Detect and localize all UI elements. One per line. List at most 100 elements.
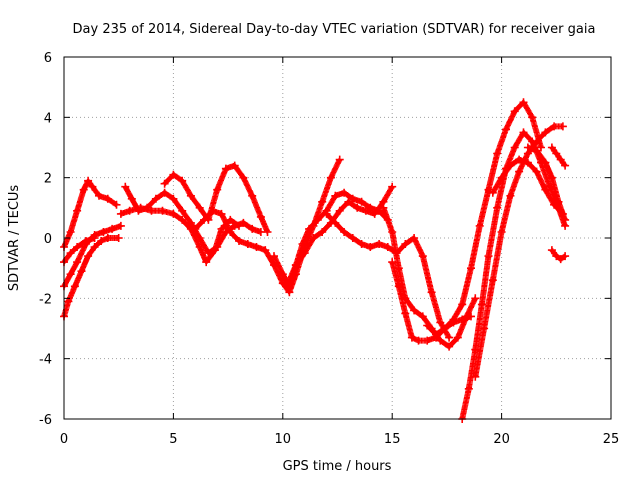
- data-point: [561, 215, 570, 224]
- data-point: [541, 158, 550, 167]
- data-point: [125, 206, 134, 215]
- data-point: [552, 252, 561, 261]
- data-point: [326, 173, 335, 182]
- data-point: [558, 122, 567, 131]
- data-point: [99, 228, 108, 236]
- data-point: [414, 336, 423, 345]
- x-tick-label: 20: [493, 432, 510, 447]
- data-point: [475, 221, 484, 230]
- data-point: [136, 203, 145, 212]
- data-point: [226, 228, 235, 236]
- data-point: [357, 197, 366, 206]
- x-tick-label: 0: [60, 432, 68, 447]
- data-point: [348, 194, 357, 203]
- data-point: [309, 234, 318, 242]
- data-point: [383, 243, 392, 251]
- x-axis-title: GPS time / hours: [283, 459, 392, 474]
- data-point: [291, 261, 300, 270]
- series-track-9: [271, 189, 391, 290]
- data-point: [235, 221, 243, 230]
- data-point: [453, 333, 462, 342]
- data-point: [285, 276, 294, 285]
- data-point: [79, 185, 88, 194]
- data-point: [401, 240, 410, 248]
- data-point: [66, 270, 75, 279]
- data-point: [515, 155, 524, 164]
- data-point: [423, 336, 432, 345]
- data-point: [127, 194, 136, 203]
- data-point: [423, 321, 432, 330]
- y-tick-label: 4: [44, 111, 52, 126]
- data-point: [77, 267, 86, 276]
- data-point: [208, 206, 217, 215]
- data-point: [103, 194, 112, 203]
- data-point: [121, 182, 130, 191]
- data-point: [160, 179, 169, 188]
- data-point: [497, 228, 506, 236]
- data-point: [202, 258, 211, 267]
- data-point: [497, 173, 506, 182]
- data-point: [445, 333, 454, 342]
- data-point: [88, 182, 97, 191]
- data-point: [278, 270, 287, 279]
- data-point: [335, 206, 344, 215]
- data-point: [103, 234, 112, 242]
- data-point: [318, 197, 327, 206]
- data-point: [561, 252, 570, 261]
- data-point: [112, 200, 121, 209]
- data-point: [458, 315, 467, 324]
- data-point: [510, 143, 519, 152]
- data-point: [436, 336, 445, 345]
- data-point: [547, 143, 556, 152]
- data-point: [239, 173, 248, 182]
- x-tick-label: 5: [169, 432, 177, 447]
- data-point: [519, 128, 528, 137]
- data-point: [467, 312, 475, 321]
- data-point: [248, 191, 257, 200]
- data-point: [95, 191, 103, 200]
- data-point: [186, 191, 195, 200]
- data-point: [488, 276, 497, 285]
- data-point: [270, 252, 278, 261]
- data-point: [344, 197, 353, 206]
- data-point: [300, 249, 309, 258]
- data-point: [401, 309, 410, 318]
- data-point: [370, 209, 379, 218]
- data-point: [90, 243, 99, 251]
- x-tick-labels: 0 5 10 15 20 25: [60, 432, 619, 447]
- data-point: [493, 149, 502, 158]
- series-track-11: [323, 210, 453, 341]
- data-point: [221, 164, 230, 173]
- data-point: [191, 224, 200, 233]
- data-point: [97, 237, 106, 245]
- data-point: [523, 158, 532, 167]
- data-point: [84, 252, 93, 261]
- data-point: [169, 209, 178, 218]
- data-markers: [60, 98, 570, 423]
- data-point: [532, 167, 541, 176]
- data-point: [432, 330, 440, 339]
- data-point: [418, 252, 427, 261]
- data-point: [331, 191, 340, 200]
- data-point: [261, 246, 270, 255]
- data-point: [235, 237, 243, 245]
- data-point: [388, 258, 397, 267]
- data-point: [418, 312, 427, 321]
- data-point: [366, 243, 375, 251]
- data-point: [493, 203, 502, 212]
- data-point: [340, 228, 349, 236]
- data-point: [178, 206, 187, 215]
- data-point: [554, 197, 563, 206]
- data-point: [331, 218, 340, 227]
- data-point: [243, 240, 252, 248]
- data-point: [523, 143, 532, 152]
- data-point: [541, 185, 550, 194]
- data-point: [556, 155, 565, 164]
- data-point: [506, 191, 515, 200]
- data-point: [528, 113, 537, 122]
- data-point: [547, 246, 556, 255]
- y-tick-label: -4: [39, 353, 52, 368]
- data-point: [506, 161, 515, 170]
- y-axis-title: SDTVAR / TECUs: [7, 185, 22, 292]
- data-point: [449, 315, 458, 324]
